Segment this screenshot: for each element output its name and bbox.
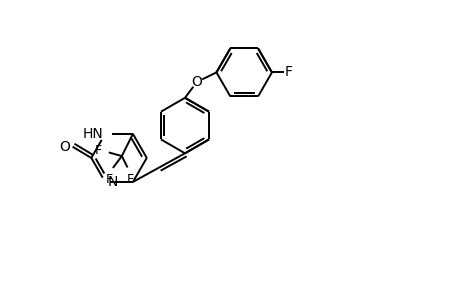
Text: HN: HN (82, 127, 103, 141)
Text: O: O (191, 75, 202, 89)
Text: F: F (284, 65, 292, 80)
Text: N: N (107, 175, 117, 189)
Text: F: F (95, 144, 102, 157)
Text: O: O (60, 140, 71, 154)
Text: F: F (127, 173, 134, 186)
Text: F: F (105, 173, 112, 186)
